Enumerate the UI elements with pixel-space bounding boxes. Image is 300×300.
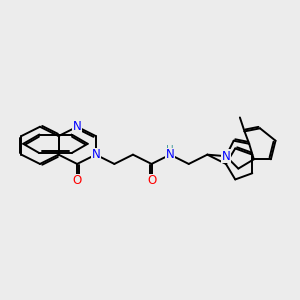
Text: N: N	[92, 148, 100, 161]
Text: N: N	[73, 120, 82, 133]
Text: O: O	[73, 175, 82, 188]
Text: O: O	[147, 175, 156, 188]
Text: H: H	[166, 145, 174, 155]
Text: N: N	[222, 150, 230, 163]
Text: N: N	[166, 148, 175, 161]
